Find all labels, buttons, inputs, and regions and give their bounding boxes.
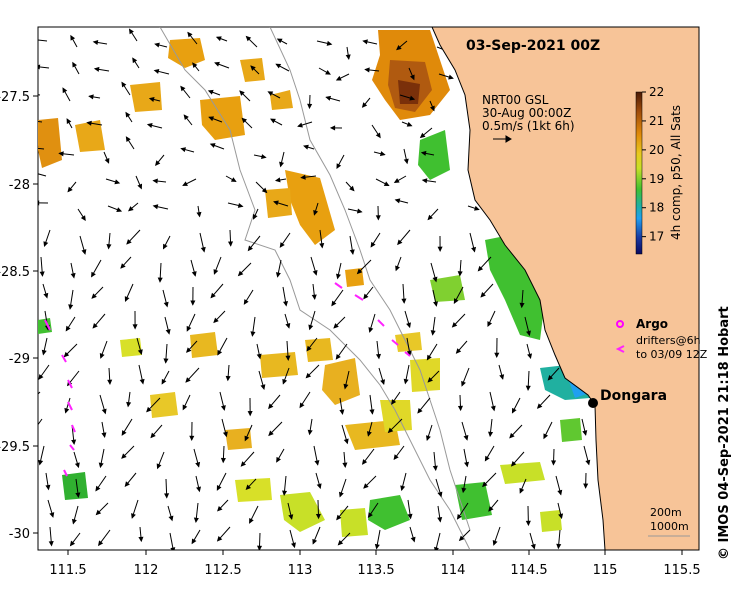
x-tick-label: 113.5 <box>357 563 394 578</box>
credit-text: © IMOS 04-Sep-2021 21:18 Hobart <box>717 306 732 560</box>
current-info-line1: NRT00 GSL <box>482 93 549 107</box>
sst-patch <box>130 82 162 112</box>
sst-patch <box>560 418 582 442</box>
legend-drifters-line2: to 03/09 12Z <box>636 348 708 361</box>
current-vector-head <box>32 171 36 174</box>
sst-patch <box>260 352 298 378</box>
sst-patch-green <box>62 472 88 500</box>
x-axis: 111.5 112 112.5 113 113.5 114 114.5 115 115.5 <box>49 550 700 578</box>
colorbar-tick-label: 20 <box>649 143 664 157</box>
sst-patch <box>225 428 252 450</box>
legend-argo: Argo <box>636 317 668 331</box>
current-info-line2: 30-Aug 00:00Z <box>482 106 571 120</box>
colorbar-tick-label: 22 <box>649 85 664 99</box>
isobath-label-1000m: 1000m <box>650 520 689 533</box>
current-vector-head <box>35 201 39 204</box>
y-tick-label: -28.5 <box>0 265 30 280</box>
x-tick-label: 114 <box>441 563 466 578</box>
y-tick-label: -29 <box>9 352 30 367</box>
current-info-line3: 0.5m/s (1kt 6h) <box>482 119 575 133</box>
sst-patch <box>150 392 178 418</box>
current-vector-head <box>27 119 31 122</box>
place-label-dongara: Dongara <box>600 388 667 404</box>
map-title: 03-Sep-2021 00Z <box>466 38 600 54</box>
isobath-label-200m: 200m <box>650 506 682 519</box>
colorbar <box>636 92 642 254</box>
sst-patch <box>345 268 364 287</box>
sst-patch <box>120 338 142 357</box>
sst-patch <box>340 508 368 537</box>
current-vector-head <box>27 401 31 405</box>
y-tick-label: -29.5 <box>0 440 30 455</box>
x-tick-label: 115.5 <box>663 563 700 578</box>
x-tick-label: 112 <box>134 563 159 578</box>
x-tick-label: 113 <box>288 563 313 578</box>
colorbar-tick-label: 17 <box>649 230 664 244</box>
current-vector-head <box>171 548 174 552</box>
y-tick-label: -27.5 <box>0 90 30 105</box>
y-tick-label: -30 <box>9 527 30 542</box>
legend-drifters-line1: drifters@6h <box>636 334 701 347</box>
colorbar-tick-label: 21 <box>649 114 664 128</box>
x-tick-label: 111.5 <box>49 563 86 578</box>
dongara-marker <box>588 398 598 408</box>
x-tick-label: 115 <box>593 563 618 578</box>
current-vector-head <box>34 427 38 431</box>
sst-patch <box>380 400 412 432</box>
sst-patch-west-edge <box>38 118 62 168</box>
colorbar-tick-label: 19 <box>649 172 664 186</box>
x-tick-label: 112.5 <box>204 563 241 578</box>
colorbar-label: 4h comp, p50, All Sats <box>669 105 683 240</box>
current-vector-head <box>33 38 37 41</box>
current-vector-head <box>34 147 38 150</box>
y-axis: -27.5 -28 -28.5 -29 -29.5 -30 <box>0 90 38 542</box>
colorbar-tick-label: 18 <box>649 201 664 215</box>
sst-patch-hottest <box>398 80 420 104</box>
sst-patch <box>540 510 562 532</box>
current-vector-head <box>435 548 438 552</box>
sst-patch <box>190 332 218 358</box>
y-tick-label: -28 <box>9 178 30 193</box>
x-tick-label: 114.5 <box>510 563 547 578</box>
